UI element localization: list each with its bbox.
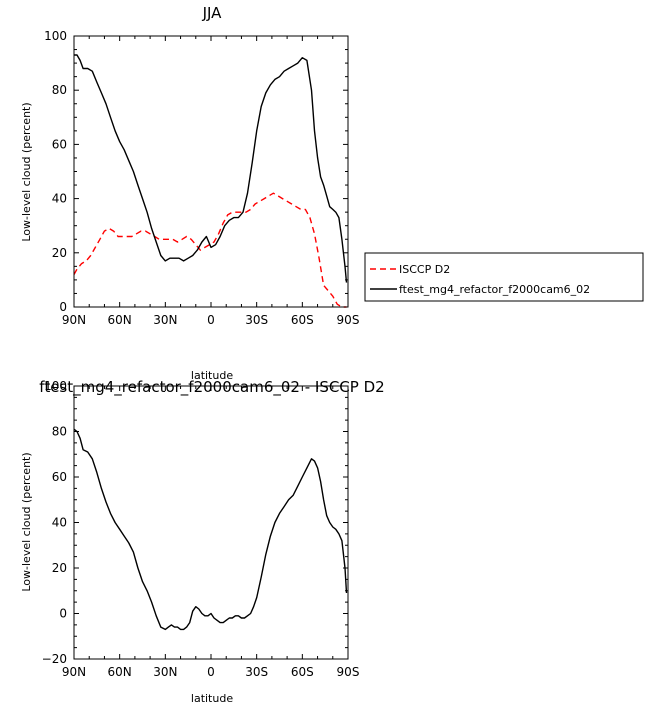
x-tick-label: 0 — [207, 313, 215, 327]
top-chart-data — [73, 54, 348, 308]
y-tick-label: 40 — [52, 192, 67, 206]
legend: ISCCP D2 ftest_mg4_refactor_f2000cam6_02 — [364, 252, 644, 302]
legend-label-model: ftest_mg4_refactor_f2000cam6_02 — [399, 283, 590, 296]
x-tick-label: 60N — [108, 665, 132, 679]
y-tick-label: 40 — [52, 516, 67, 530]
legend-label-isccp: ISCCP D2 — [399, 263, 450, 276]
x-tick-label: 0 — [207, 665, 215, 679]
y-tick-label: 20 — [52, 246, 67, 260]
top-chart: JJA 90N 60N 30N 0 30S 60S 90S 0 20 40 60 80 100 lati… — [20, 4, 644, 382]
y-tick-label: 60 — [52, 137, 67, 151]
x-tick-label: 90S — [337, 313, 360, 327]
x-tick-label: 60N — [108, 313, 132, 327]
legend-box — [364, 252, 644, 302]
top-chart-ticks: 90N 60N 30N 0 30S 60S 90S 0 20 40 60 80 100 — [44, 29, 359, 327]
x-axis-label: latitude — [191, 369, 233, 382]
plot-frame — [73, 35, 349, 308]
bottom-chart-data — [73, 428, 348, 631]
x-tick-label: 30S — [245, 665, 268, 679]
x-tick-label: 60S — [291, 665, 314, 679]
chart-title: JJA — [202, 4, 223, 22]
x-tick-label: 30S — [245, 313, 268, 327]
chart-title: ftest_mg4_refactor_f2000cam6_02 - ISCCP … — [39, 378, 384, 397]
y-tick-label: 80 — [52, 83, 67, 97]
series-line-isccp-d2 — [73, 192, 347, 308]
bottom-chart-ticks: 90N 60N 30N 0 30S 60S 90S −20 0 20 40 60 80 100 — [42, 379, 360, 679]
y-tick-label: 80 — [52, 425, 67, 439]
x-tick-label: 30N — [153, 313, 177, 327]
y-axis-label: Low-level cloud (percent) — [20, 452, 33, 591]
bottom-chart: ftest_mg4_refactor_f2000cam6_02 - ISCCP … — [20, 378, 385, 705]
x-tick-label: 60S — [291, 313, 314, 327]
y-tick-label: 100 — [44, 379, 67, 393]
series-line-difference — [73, 428, 348, 631]
x-tick-label: 90S — [337, 665, 360, 679]
y-tick-label: 20 — [52, 561, 67, 575]
y-tick-label: −20 — [42, 652, 67, 666]
y-tick-label: 0 — [59, 607, 67, 621]
series-line-ftest-mg4-refactor-f2000cam6-02 — [74, 54, 348, 283]
x-tick-label: 90N — [62, 313, 86, 327]
x-tick-label: 90N — [62, 665, 86, 679]
y-tick-label: 100 — [44, 29, 67, 43]
x-tick-label: 30N — [153, 665, 177, 679]
y-tick-label: 0 — [59, 300, 67, 314]
y-tick-label: 60 — [52, 470, 67, 484]
x-axis-label: latitude — [191, 692, 233, 705]
y-axis-label: Low-level cloud (percent) — [20, 102, 33, 241]
